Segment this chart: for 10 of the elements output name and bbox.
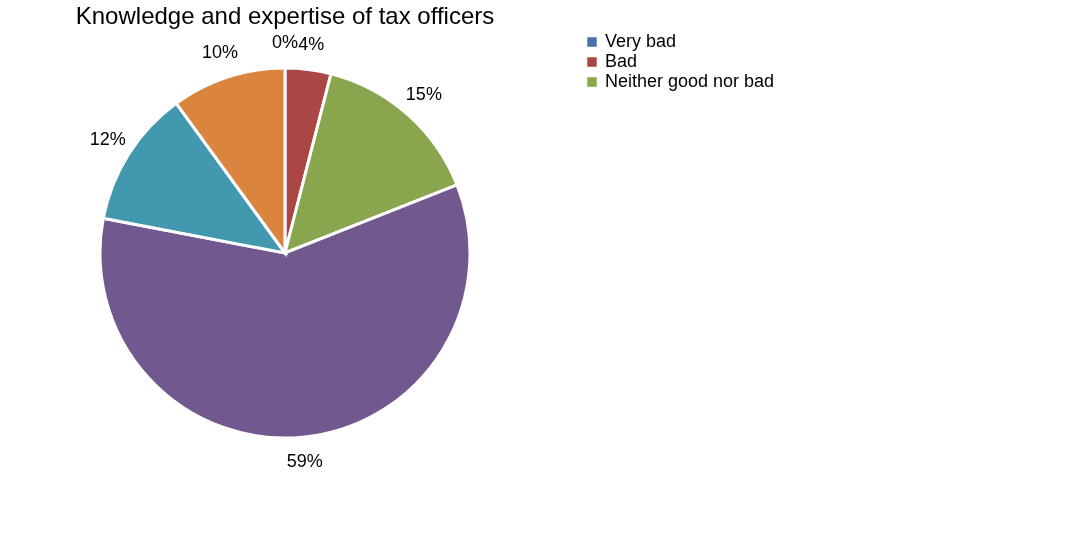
data-label: 15% xyxy=(405,84,442,105)
data-label: 4% xyxy=(298,33,325,54)
text: 0% xyxy=(271,32,299,52)
legend-label: Neither good nor bad xyxy=(605,71,775,91)
data-label: 59% xyxy=(286,451,323,472)
data-label: 10% xyxy=(202,42,239,63)
legend-label: Bad xyxy=(605,51,638,71)
data-label: 12% xyxy=(89,129,126,150)
legend-label: Very bad xyxy=(605,31,677,51)
chart-title: Knowledge and expertise of tax officers xyxy=(75,2,495,29)
